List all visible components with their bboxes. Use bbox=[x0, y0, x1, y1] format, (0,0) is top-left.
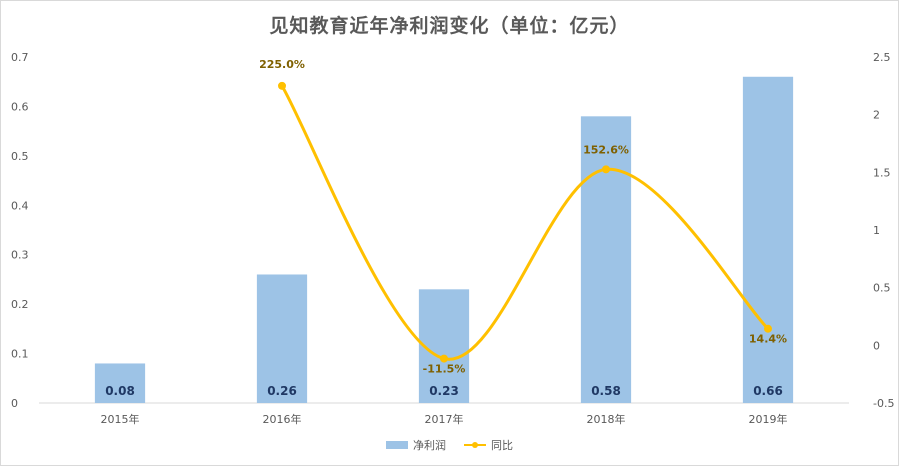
legend-swatch-bar bbox=[386, 441, 408, 449]
bar-value-label: 0.26 bbox=[267, 384, 297, 398]
y-left-tick-label: 0.5 bbox=[11, 150, 29, 163]
y-left-tick-label: 0.3 bbox=[11, 249, 29, 262]
bar-series bbox=[94, 76, 794, 404]
y-left-tick-label: 0.4 bbox=[11, 199, 29, 212]
y-left-tick-label: 0.6 bbox=[11, 100, 29, 113]
y-right-tick-label: 2 bbox=[873, 109, 880, 122]
line-point bbox=[278, 81, 286, 90]
legend: 净利润 同比 bbox=[1, 437, 898, 453]
bar-value-label: 0.66 bbox=[753, 384, 783, 398]
y-right-tick-label: 1.5 bbox=[873, 166, 891, 179]
y-right-tick-label: 0 bbox=[873, 339, 880, 352]
line-point bbox=[602, 165, 610, 174]
y-right-tick-label: 0.5 bbox=[873, 282, 891, 295]
yoy-line bbox=[280, 85, 770, 361]
bar bbox=[580, 116, 632, 404]
data-labels: 0.08 0.26 0.23 0.58 0.66 225.0% -11.5% 152.6% 14… bbox=[105, 58, 787, 398]
y-right-tick-label: -0.5 bbox=[873, 397, 894, 410]
line-value-label: 225.0% bbox=[259, 58, 305, 71]
y-left-tick-label: 0.7 bbox=[11, 51, 29, 64]
bar-value-label: 0.58 bbox=[591, 384, 621, 398]
line-series bbox=[278, 81, 772, 363]
axes: 0 0.1 0.2 0.3 0.4 0.5 0.6 0.7 -0.5 0 0.5 1 1.5 2 2.5 20… bbox=[11, 51, 894, 426]
legend-swatch-line bbox=[464, 441, 486, 449]
bar bbox=[742, 76, 794, 404]
line-value-label: 14.4% bbox=[749, 333, 787, 346]
legend-item-line[interactable]: 同比 bbox=[464, 437, 513, 453]
y-left-tick-label: 0 bbox=[11, 397, 18, 410]
line-point bbox=[764, 324, 772, 333]
chart-title: 见知教育近年净利润变化（单位：亿元） bbox=[269, 15, 630, 37]
x-tick-label: 2015年 bbox=[101, 412, 140, 426]
line-value-label: 152.6% bbox=[583, 143, 629, 156]
legend-label-line: 同比 bbox=[491, 439, 513, 452]
bar bbox=[94, 363, 146, 403]
y-right-tick-label: 1 bbox=[873, 224, 880, 237]
y-left-tick-label: 0.2 bbox=[11, 298, 29, 311]
x-tick-label: 2016年 bbox=[263, 412, 302, 426]
bar bbox=[418, 289, 470, 403]
x-tick-label: 2019年 bbox=[749, 412, 788, 426]
x-tick-label: 2018年 bbox=[587, 412, 626, 426]
x-tick-label: 2017年 bbox=[425, 412, 464, 426]
y-left-tick-label: 0.1 bbox=[11, 348, 29, 361]
line-point bbox=[440, 354, 448, 363]
line-value-label: -11.5% bbox=[423, 363, 466, 376]
y-right-tick-label: 2.5 bbox=[873, 51, 891, 64]
legend-label-bar: 净利润 bbox=[413, 439, 446, 452]
bar-value-label: 0.08 bbox=[105, 384, 135, 398]
legend-item-bar[interactable]: 净利润 bbox=[386, 437, 446, 453]
bar-value-label: 0.23 bbox=[429, 384, 459, 398]
bar bbox=[256, 274, 308, 403]
